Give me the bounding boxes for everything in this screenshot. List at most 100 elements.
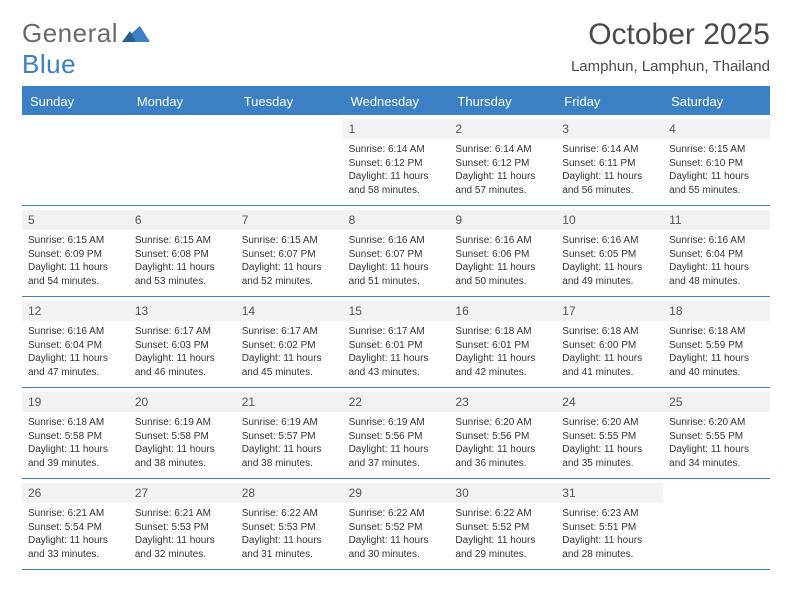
sunrise-line: Sunrise: 6:16 AM	[349, 234, 444, 248]
sunrise-line: Sunrise: 6:20 AM	[669, 416, 764, 430]
sunrise-line: Sunrise: 6:14 AM	[562, 143, 657, 157]
daylight-line: Daylight: 11 hours and 45 minutes.	[242, 352, 337, 379]
day-number: 23	[449, 392, 556, 412]
day-number: 14	[236, 301, 343, 321]
day-header: Sunday	[22, 88, 129, 115]
calendar-day: 26 Sunrise: 6:21 AMSunset: 5:54 PMDayligh…	[22, 479, 129, 569]
calendar-day: 4 Sunrise: 6:15 AMSunset: 6:10 PMDaylight…	[663, 115, 770, 205]
sunrise-line: Sunrise: 6:16 AM	[669, 234, 764, 248]
calendar-body: ...1Sunrise: 6:14 AMSunset: 6:12 PMDayli…	[22, 115, 770, 570]
sunrise-line: Sunrise: 6:17 AM	[349, 325, 444, 339]
sunrise-line: Sunrise: 6:21 AM	[135, 507, 230, 521]
sunset-line: Sunset: 5:55 PM	[562, 430, 657, 444]
day-info: Sunrise: 6:16 AMSunset: 6:07 PMDaylight:…	[349, 234, 444, 288]
daylight-line: Daylight: 11 hours and 38 minutes.	[242, 443, 337, 470]
calendar-day: 19Sunrise: 6:18 AMSunset: 5:58 PMDayligh…	[22, 388, 129, 478]
sunrise-line: Sunrise: 6:18 AM	[562, 325, 657, 339]
calendar-day: .	[22, 115, 129, 205]
day-info: Sunrise: 6:20 AMSunset: 5:55 PMDaylight:…	[562, 416, 657, 470]
sunrise-line: Sunrise: 6:17 AM	[135, 325, 230, 339]
calendar-day: 11Sunrise: 6:16 AMSunset: 6:04 PMDayligh…	[663, 206, 770, 296]
sunrise-line: Sunrise: 6:18 AM	[455, 325, 550, 339]
day-number: 22	[343, 392, 450, 412]
sunset-line: Sunset: 6:06 PM	[455, 248, 550, 262]
calendar-day: 28Sunrise: 6:22 AMSunset: 5:53 PMDayligh…	[236, 479, 343, 569]
day-number: 4	[663, 119, 770, 139]
calendar-day: 16Sunrise: 6:18 AMSunset: 6:01 PMDayligh…	[449, 297, 556, 387]
calendar-week: 26Sunrise: 6:21 AMSunset: 5:54 PMDayligh…	[22, 479, 770, 570]
sunrise-line: Sunrise: 6:14 AM	[349, 143, 444, 157]
calendar-day: 2Sunrise: 6:14 AMSunset: 6:12 PMDaylight…	[449, 115, 556, 205]
logo-word-1: General	[22, 18, 118, 48]
sunset-line: Sunset: 5:52 PM	[455, 521, 550, 535]
daylight-line: Daylight: 11 hours and 29 minutes.	[455, 534, 550, 561]
daylight-line: Daylight: 11 hours and 43 minutes.	[349, 352, 444, 379]
daylight-line: Daylight: 11 hours and 37 minutes.	[349, 443, 444, 470]
calendar-day: 14Sunrise: 6:17 AMSunset: 6:02 PMDayligh…	[236, 297, 343, 387]
sunrise-line: Sunrise: 6:18 AM	[669, 325, 764, 339]
sunrise-line: Sunrise: 6:15 AM	[242, 234, 337, 248]
sunrise-line: Sunrise: 6:22 AM	[242, 507, 337, 521]
day-number: 26	[22, 483, 129, 503]
sunset-line: Sunset: 6:05 PM	[562, 248, 657, 262]
sunrise-line: Sunrise: 6:22 AM	[349, 507, 444, 521]
day-number: 3	[556, 119, 663, 139]
sunset-line: Sunset: 6:01 PM	[349, 339, 444, 353]
sunset-line: Sunset: 6:08 PM	[135, 248, 230, 262]
daylight-line: Daylight: 11 hours and 50 minutes.	[455, 261, 550, 288]
sunset-line: Sunset: 5:58 PM	[135, 430, 230, 444]
day-header: Monday	[129, 88, 236, 115]
day-header: Thursday	[449, 88, 556, 115]
daylight-line: Daylight: 11 hours and 28 minutes.	[562, 534, 657, 561]
calendar-day: 3Sunrise: 6:14 AMSunset: 6:11 PMDaylight…	[556, 115, 663, 205]
day-number: 30	[449, 483, 556, 503]
day-info: Sunrise: 6:20 AMSunset: 5:55 PMDaylight:…	[669, 416, 764, 470]
calendar-day: 5Sunrise: 6:15 AMSunset: 6:09 PMDaylight…	[22, 206, 129, 296]
day-number: 21	[236, 392, 343, 412]
day-number: 25	[663, 392, 770, 412]
calendar-day: 7Sunrise: 6:15 AMSunset: 6:07 PMDaylight…	[236, 206, 343, 296]
day-info: Sunrise: 6:17 AMSunset: 6:01 PMDaylight:…	[349, 325, 444, 379]
calendar-day: 15Sunrise: 6:17 AMSunset: 6:01 PMDayligh…	[343, 297, 450, 387]
sunrise-line: Sunrise: 6:20 AM	[562, 416, 657, 430]
sunset-line: Sunset: 6:12 PM	[455, 157, 550, 171]
sunset-line: Sunset: 5:54 PM	[28, 521, 123, 535]
sunrise-line: Sunrise: 6:21 AM	[28, 507, 123, 521]
calendar-header-row: Sunday Monday Tuesday Wednesday Thursday…	[22, 88, 770, 115]
sunset-line: Sunset: 5:53 PM	[135, 521, 230, 535]
day-number: 11	[663, 210, 770, 230]
calendar-day: 27Sunrise: 6:21 AMSunset: 5:53 PMDayligh…	[129, 479, 236, 569]
day-info: Sunrise: 6:19 AMSunset: 5:57 PMDaylight:…	[242, 416, 337, 470]
daylight-line: Daylight: 11 hours and 32 minutes.	[135, 534, 230, 561]
calendar-day: .	[236, 115, 343, 205]
calendar-day: 8Sunrise: 6:16 AMSunset: 6:07 PMDaylight…	[343, 206, 450, 296]
sunrise-line: Sunrise: 6:16 AM	[562, 234, 657, 248]
sunset-line: Sunset: 6:12 PM	[349, 157, 444, 171]
calendar-day: 31Sunrise: 6:23 AMSunset: 5:51 PMDayligh…	[556, 479, 663, 569]
daylight-line: Daylight: 11 hours and 55 minutes.	[669, 170, 764, 197]
day-header: Wednesday	[343, 88, 450, 115]
calendar-day: 24Sunrise: 6:20 AMSunset: 5:55 PMDayligh…	[556, 388, 663, 478]
day-info: Sunrise: 6:16 AMSunset: 6:04 PMDaylight:…	[28, 325, 123, 379]
sunrise-line: Sunrise: 6:19 AM	[135, 416, 230, 430]
daylight-line: Daylight: 11 hours and 35 minutes.	[562, 443, 657, 470]
day-header: Friday	[556, 88, 663, 115]
daylight-line: Daylight: 11 hours and 40 minutes.	[669, 352, 764, 379]
location-subtitle: Lamphun, Lamphun, Thailand	[571, 58, 770, 75]
calendar-day: 9 Sunrise: 6:16 AMSunset: 6:06 PMDaylight…	[449, 206, 556, 296]
logo-text: General Blue	[22, 18, 150, 80]
day-info: Sunrise: 6:21 AMSunset: 5:54 PMDaylight:…	[28, 507, 123, 561]
day-info: Sunrise: 6:15 AMSunset: 6:10 PMDaylight:…	[669, 143, 764, 197]
calendar-day: 17Sunrise: 6:18 AMSunset: 6:00 PMDayligh…	[556, 297, 663, 387]
sunset-line: Sunset: 5:53 PM	[242, 521, 337, 535]
daylight-line: Daylight: 11 hours and 33 minutes.	[28, 534, 123, 561]
calendar-day: .	[129, 115, 236, 205]
day-number: 18	[663, 301, 770, 321]
day-info: Sunrise: 6:18 AMSunset: 5:59 PMDaylight:…	[669, 325, 764, 379]
calendar-day: 6Sunrise: 6:15 AMSunset: 6:08 PMDaylight…	[129, 206, 236, 296]
day-number: 9	[449, 210, 556, 230]
calendar-day: 1Sunrise: 6:14 AMSunset: 6:12 PMDaylight…	[343, 115, 450, 205]
sunrise-line: Sunrise: 6:16 AM	[455, 234, 550, 248]
sunset-line: Sunset: 6:01 PM	[455, 339, 550, 353]
sunset-line: Sunset: 5:59 PM	[669, 339, 764, 353]
